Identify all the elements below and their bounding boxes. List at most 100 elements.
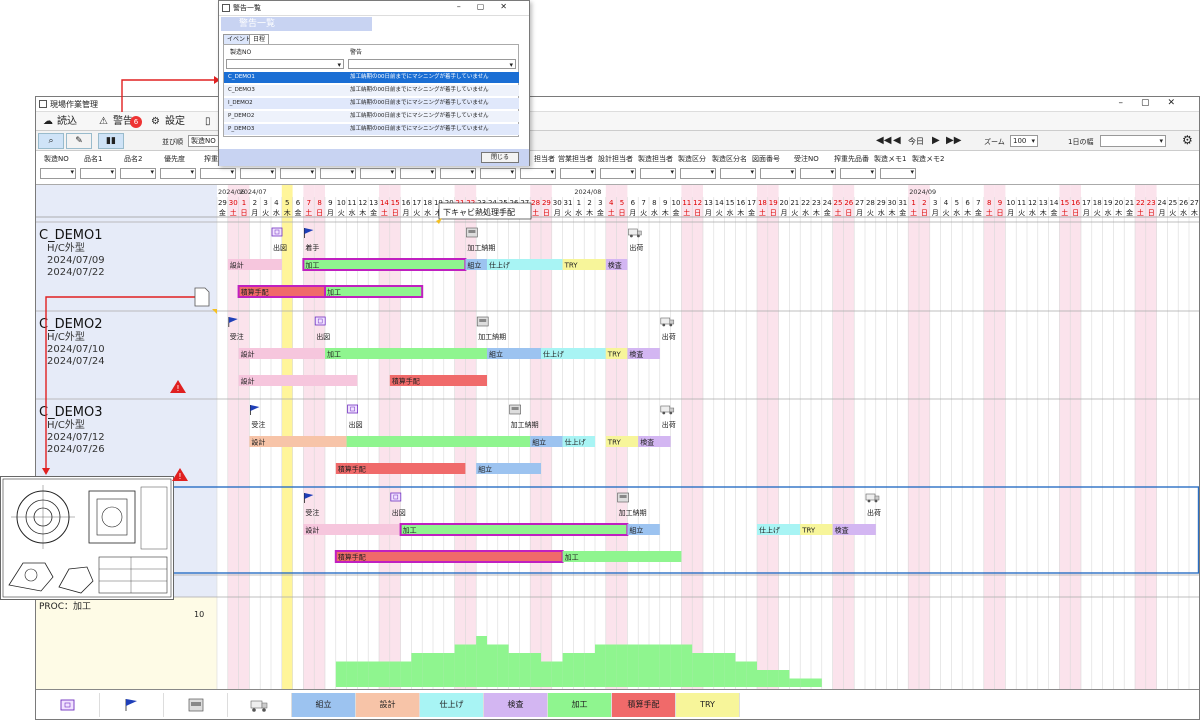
nav-first-icon[interactable]: ◀◀ <box>876 135 892 146</box>
warning-row[interactable]: P_DEMO3 加工納期の00日前までにマシニングが着手していません <box>224 124 519 135</box>
window-controls[interactable]: –▢✕ <box>1118 98 1193 108</box>
task-bar <box>302 258 467 271</box>
filter-select[interactable] <box>440 168 476 179</box>
day-number-label: 9 <box>663 199 667 207</box>
day-number-label: 31 <box>898 199 907 207</box>
task-bar-label: 積算手配 <box>392 377 420 386</box>
day-number-label: 13 <box>369 199 378 207</box>
sort-label: 並び順 <box>162 138 183 146</box>
weekday-label: 日 <box>1072 209 1079 217</box>
milestone-label: 出荷 <box>662 332 676 341</box>
task-bar <box>238 375 358 386</box>
filter-select[interactable] <box>760 168 796 179</box>
legend-machine-icon <box>164 693 228 717</box>
weekday-label: 水 <box>802 208 809 217</box>
filter-select[interactable] <box>480 168 516 179</box>
legend-item: 設計 <box>356 693 420 717</box>
filter-select[interactable] <box>280 168 316 179</box>
task-bar-label: 加工 <box>403 526 417 535</box>
edit-mode-button[interactable]: ✎ <box>66 133 92 149</box>
task-bar-label: 仕上げ <box>489 261 510 270</box>
weekday-label: 月 <box>1007 209 1014 217</box>
gear-icon[interactable]: ⚙ <box>1182 133 1193 147</box>
filter-select[interactable] <box>640 168 676 179</box>
zoom-select[interactable]: 100 <box>1010 135 1038 147</box>
chart-mode-button[interactable]: ▮▮ <box>98 133 124 149</box>
day-column <box>832 185 844 689</box>
warning-button[interactable]: ⚠ 警告6 <box>96 113 144 130</box>
proc-bar <box>811 678 822 687</box>
drawing-icon <box>347 404 359 414</box>
legend-drawing-icon <box>36 693 100 717</box>
filter-select[interactable] <box>600 168 636 179</box>
filter-select[interactable] <box>880 168 916 179</box>
day-number-label: 9 <box>998 199 1002 207</box>
month-label: 2024/06 <box>218 188 245 196</box>
filter-header: 優先度 <box>164 155 185 163</box>
filter-select[interactable] <box>40 168 76 179</box>
popup-window-controls[interactable]: –▢✕ <box>456 2 523 11</box>
project-date-end: 2024/07/24 <box>47 356 105 367</box>
warning-row[interactable]: C_DEMO3 加工納期の00日前までにマシニングが着手していません <box>224 85 519 96</box>
task-bar <box>303 524 401 535</box>
settings-button[interactable]: ⚙ 設定 <box>148 113 200 130</box>
task-bar-label: 検査 <box>640 438 654 447</box>
task-bar-label: 検査 <box>608 261 622 270</box>
close-button[interactable]: 閉じる <box>481 152 519 163</box>
filter-select[interactable] <box>360 168 396 179</box>
filter-no-select[interactable] <box>226 59 344 70</box>
proc-bar <box>746 661 757 687</box>
warning-row[interactable]: P_DEMO2 加工納期の00日前までにマシニングが着手していません <box>224 111 519 122</box>
proc-panel <box>36 597 217 689</box>
day-width-label: 1日の幅 <box>1068 138 1094 146</box>
print-button[interactable]: ▯ <box>202 113 222 130</box>
filter-select[interactable] <box>80 168 116 179</box>
filter-select[interactable] <box>200 168 236 179</box>
weekday-label: 水 <box>1029 208 1036 217</box>
filter-select[interactable] <box>560 168 596 179</box>
filter-select[interactable] <box>680 168 716 179</box>
proc-bar <box>649 644 660 687</box>
tab-schedule[interactable]: 日程 <box>249 34 270 44</box>
filter-header: 営業担当者 <box>558 155 593 163</box>
weekday-label: 木 <box>737 208 744 217</box>
weekday-label: 金 <box>1051 208 1058 217</box>
filter-select[interactable] <box>160 168 196 179</box>
filter-warning-select[interactable] <box>348 59 516 70</box>
filter-select[interactable] <box>520 168 556 179</box>
filter-select[interactable] <box>400 168 436 179</box>
project-label[interactable]: C_DEMO1 H/C外型 2024/07/09 2024/07/22 <box>39 228 105 279</box>
filter-select[interactable] <box>120 168 156 179</box>
today-button[interactable]: 今日 <box>908 137 924 146</box>
search-mode-button[interactable]: ⌕ <box>38 133 64 149</box>
day-column <box>227 185 239 689</box>
weekday-label: 土 <box>1137 208 1144 217</box>
nav-prev-icon[interactable]: ◀ <box>893 135 901 146</box>
weekday-label: 水 <box>424 208 431 217</box>
filter-select[interactable] <box>320 168 356 179</box>
warning-message: 加工納期の00日前までにマシニングが着手していません <box>350 100 489 106</box>
read-button[interactable]: ☁ 読込 <box>40 113 92 130</box>
filter-select[interactable] <box>800 168 836 179</box>
machine-icon <box>509 404 521 415</box>
filter-select[interactable] <box>720 168 756 179</box>
nav-last-icon[interactable]: ▶▶ <box>946 135 962 146</box>
filter-select[interactable] <box>240 168 276 179</box>
warning-row[interactable]: I_DEMO2 加工納期の00日前までにマシニングが着手していません <box>224 98 519 109</box>
proc-bar <box>346 661 358 687</box>
day-width-slider[interactable] <box>1100 135 1166 147</box>
weekday-label: 金 <box>975 208 982 217</box>
project-label[interactable]: C_DEMO2 H/C外型 2024/07/10 2024/07/24 <box>39 317 105 368</box>
drawing-thumbnail[interactable] <box>0 476 174 600</box>
weekday-label: 水 <box>727 208 734 217</box>
warning-row[interactable]: C_DEMO1 加工納期の00日前までにマシニングが着手していません <box>224 72 519 83</box>
day-number-label: 1 <box>911 199 915 207</box>
project-label[interactable]: C_DEMO3 H/C外型 2024/07/12 2024/07/26 <box>39 405 105 456</box>
proc-bar <box>800 678 811 687</box>
proc-bar <box>670 644 682 687</box>
nav-next-icon[interactable]: ▶ <box>932 135 940 146</box>
task-bar-label: 検査 <box>629 350 643 359</box>
filter-select[interactable] <box>840 168 876 179</box>
filter-header: 品名2 <box>124 155 143 163</box>
day-number-label: 7 <box>976 199 980 207</box>
